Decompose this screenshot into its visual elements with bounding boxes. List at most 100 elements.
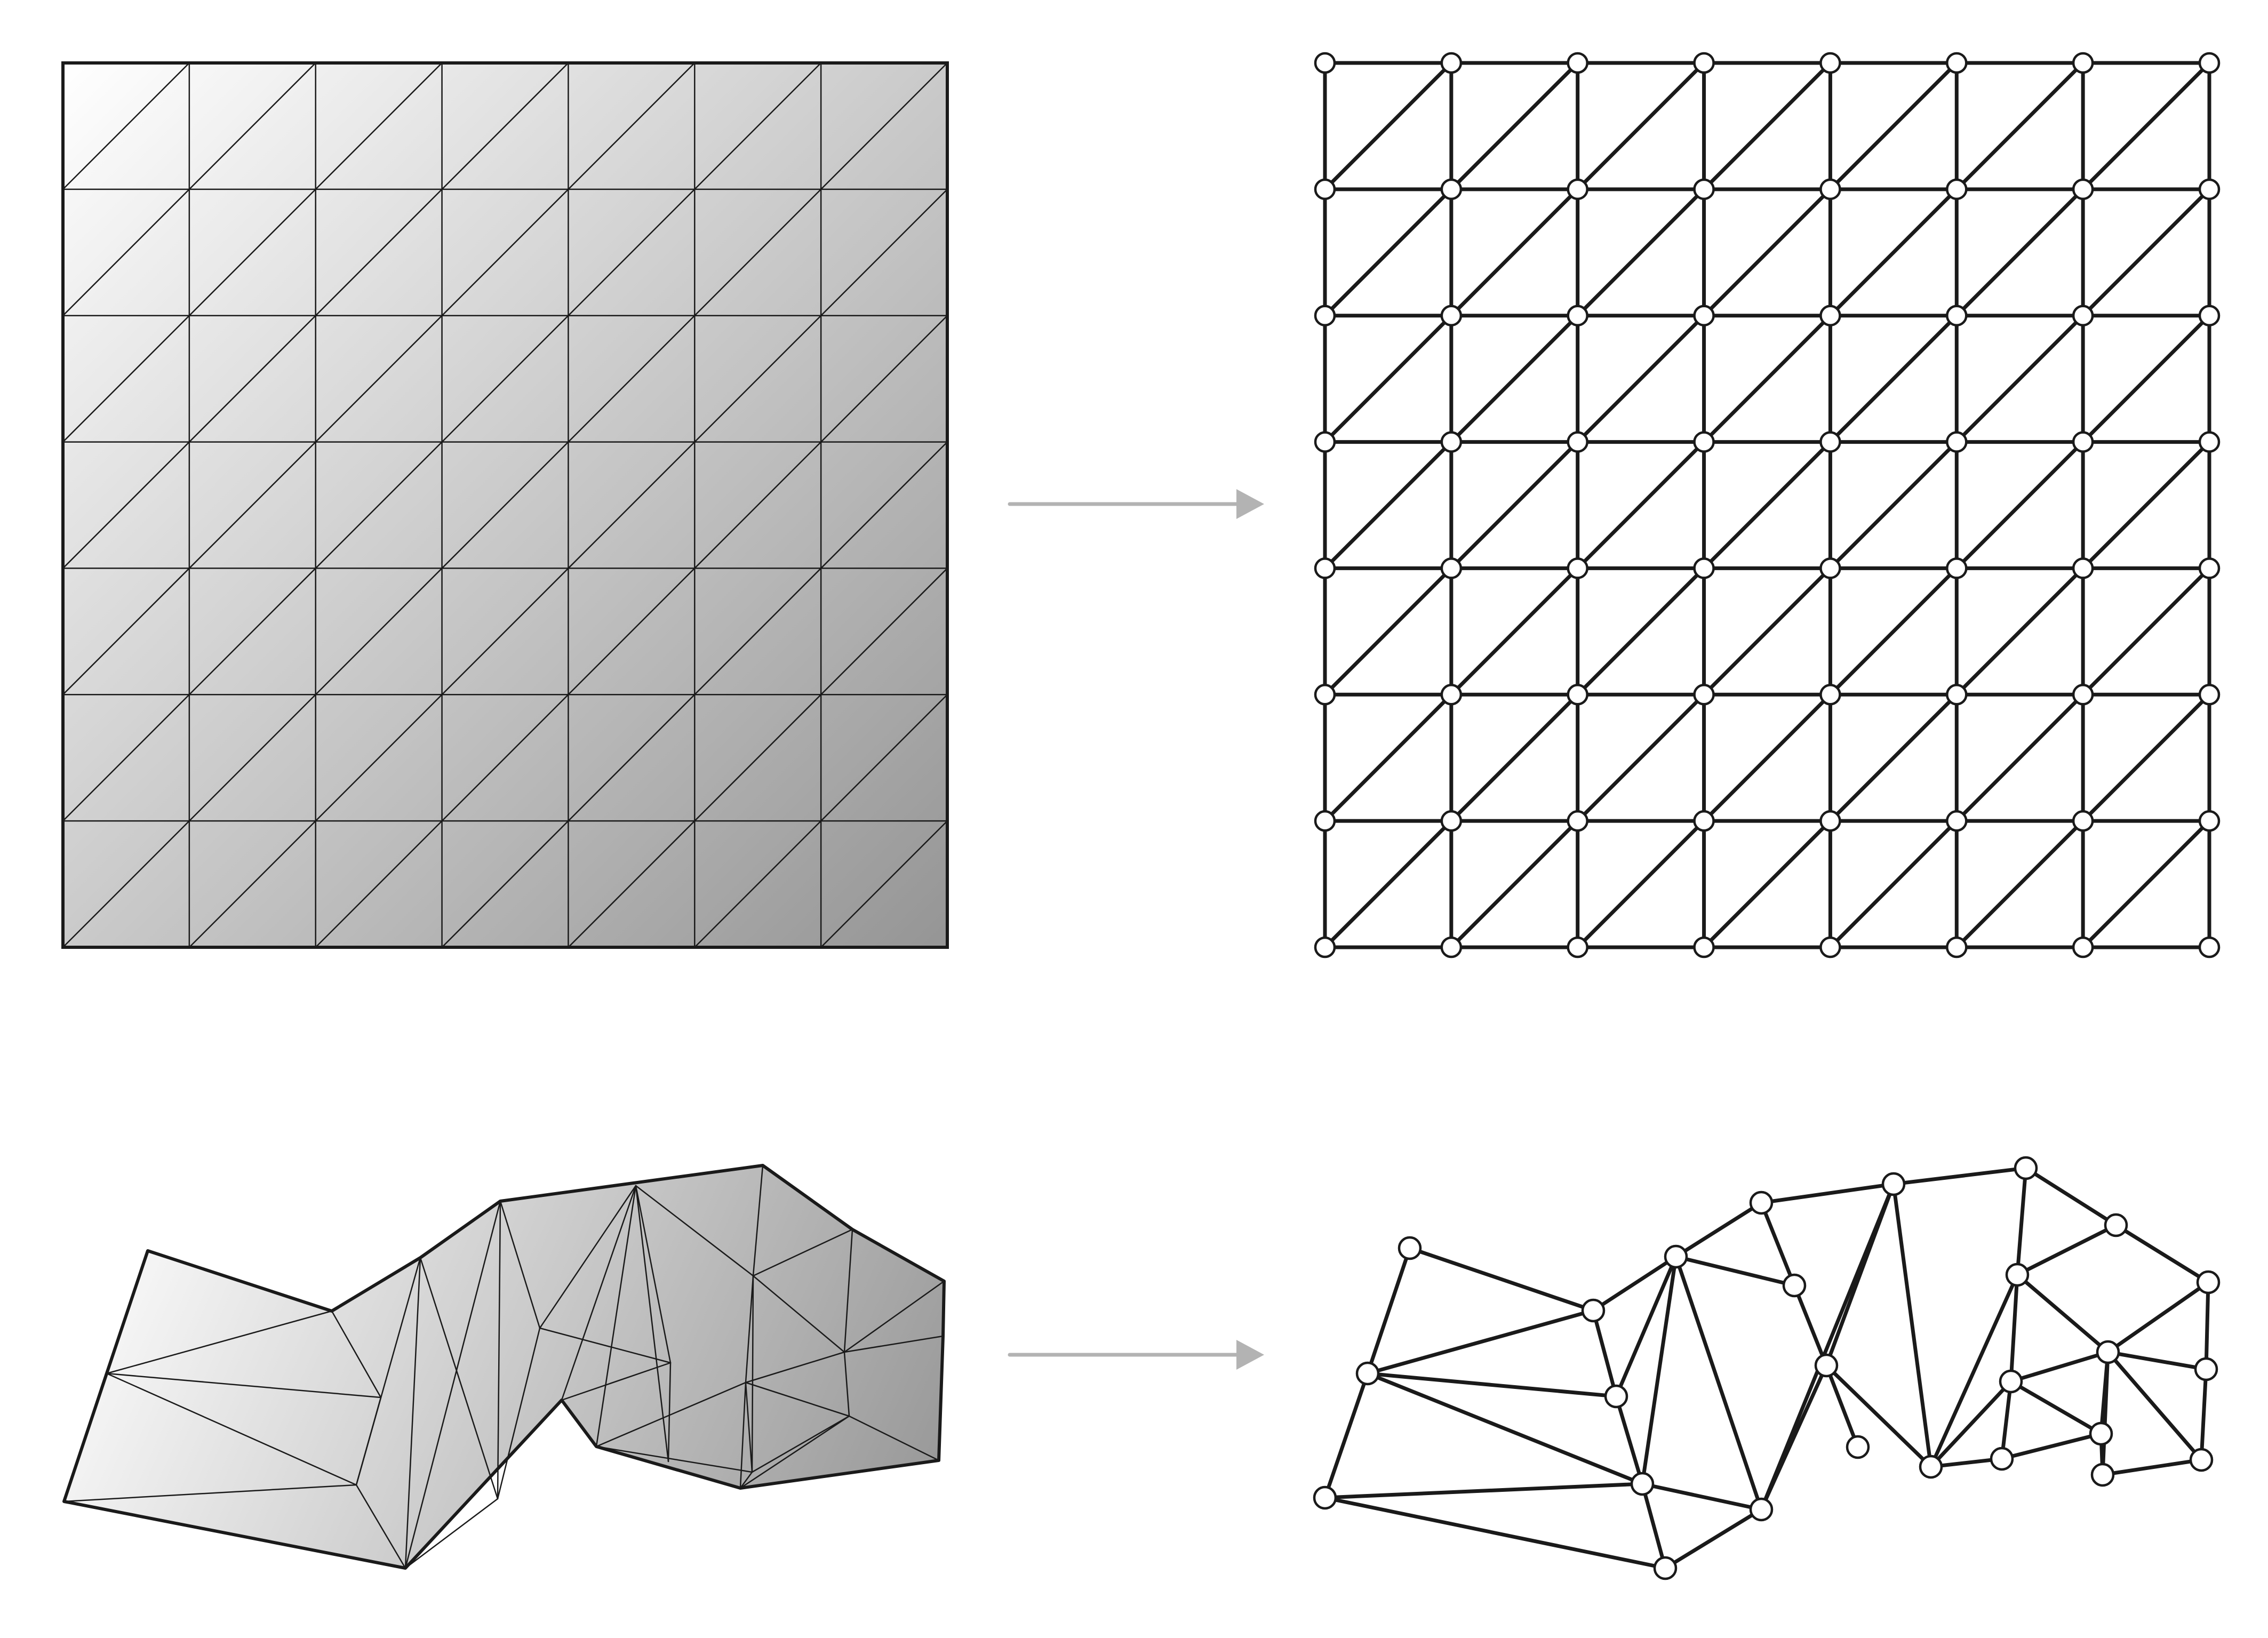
irregular-mesh-edge <box>497 1200 501 1500</box>
irregular-mesh-edge <box>635 1185 672 1364</box>
graph-edge-diagonal <box>1323 692 1454 823</box>
graph-node <box>1355 1361 1380 1386</box>
irregular-mesh-edge <box>595 1185 637 1448</box>
graph-edge <box>1759 1182 1896 1512</box>
grid-mesh-diagonal <box>62 315 190 443</box>
grid-mesh-diagonal <box>820 694 948 822</box>
irregular-mesh-edge <box>752 1228 853 1277</box>
graph-node <box>2198 810 2221 832</box>
graph-edge <box>1323 1482 1644 1500</box>
graph-node <box>1999 1369 2023 1394</box>
irregular-mesh-edge <box>667 1362 672 1463</box>
graph-edge <box>1591 1255 1678 1313</box>
graph-edge <box>2101 1350 2110 1477</box>
graph-edge <box>2106 1280 2210 1354</box>
arrow-right-icon <box>1008 1340 1264 1370</box>
graph-edge <box>1674 1201 1763 1259</box>
graph-edge-diagonal <box>1576 819 1706 949</box>
graph-node <box>1819 810 1841 832</box>
graph-edge <box>1759 1201 1796 1288</box>
graph-node <box>1567 52 1588 74</box>
irregular-mesh-edge <box>635 1185 669 1463</box>
irregular-mesh-edge <box>355 1484 406 1569</box>
graph-node <box>1819 936 1841 958</box>
graph-edge <box>1891 1182 1933 1469</box>
graph-edge <box>2015 1223 2118 1277</box>
graph-edge-diagonal <box>1449 61 1580 191</box>
graph-node <box>1749 1190 1774 1215</box>
graph-node <box>1693 557 1715 579</box>
graph-node <box>1693 178 1715 201</box>
irregular-mesh-edge <box>595 1381 747 1448</box>
graph-edge <box>1408 1246 1595 1313</box>
graph-edge <box>1591 1308 1618 1399</box>
graph-edge-diagonal <box>1449 566 1580 697</box>
graph-node <box>1782 1273 1807 1298</box>
graph-node <box>1397 1236 1422 1260</box>
graph-edge-diagonal <box>1323 566 1454 697</box>
graph-node <box>2072 684 2094 706</box>
graph-node <box>1567 178 1588 201</box>
graph-edge <box>2000 1379 2013 1461</box>
graph-node <box>1946 305 1968 326</box>
graph-node <box>1314 684 1336 706</box>
irregular-mesh-panel <box>62 1164 946 1570</box>
grid-mesh-diagonal <box>315 694 443 822</box>
irregular-mesh-edge <box>751 1275 754 1473</box>
irregular-mesh-edge <box>843 1351 850 1417</box>
graph-edge-diagonal <box>1323 187 1454 318</box>
graph-edge <box>2101 1458 2203 1477</box>
graph-node <box>2189 1448 2214 1472</box>
grid-mesh-diagonal <box>188 694 316 822</box>
grid-mesh-diagonal <box>820 315 948 443</box>
graph-node <box>1819 305 1841 326</box>
grid-mesh-diagonal <box>820 441 948 569</box>
irregular-mesh-edge <box>106 1372 357 1486</box>
irregular-mesh-edge <box>745 1381 850 1417</box>
graph-node <box>1919 1455 1943 1479</box>
grid-mesh-diagonal <box>188 62 316 190</box>
irregular-mesh-edge <box>561 1185 637 1401</box>
arrows-layer <box>1008 489 1264 1370</box>
graph-edge-diagonal <box>1828 566 1959 697</box>
graph-edge-diagonal <box>1576 314 1706 444</box>
grid-mesh-diagonal <box>694 315 822 443</box>
grid-mesh-diagonal <box>568 694 696 822</box>
graph-edge <box>1759 1182 1896 1205</box>
irregular-mesh-edge <box>595 1445 753 1473</box>
graph-node <box>1946 936 1968 958</box>
graph-node <box>1440 178 1463 201</box>
irregular-mesh-edge <box>539 1327 672 1364</box>
graph-edge-diagonal <box>1954 566 2085 697</box>
graph-edge <box>2000 1432 2103 1461</box>
graph-edge <box>1929 1457 2004 1469</box>
graph-node <box>2198 52 2221 74</box>
graph-node <box>1819 557 1841 579</box>
graph-edge-diagonal <box>1323 61 1454 191</box>
graph-edge-diagonal <box>2081 61 2211 191</box>
irregular-mesh-edge <box>404 1257 421 1569</box>
grid-mesh-diagonal <box>820 568 948 696</box>
graph-node <box>1440 810 1463 832</box>
graph-edge <box>1929 1273 2019 1469</box>
arrow-right-icon <box>1008 489 1264 519</box>
irregular-mesh-edge <box>499 1200 541 1329</box>
grid-mesh-diagonal <box>820 188 948 316</box>
graph-node <box>1693 936 1715 958</box>
graph-edge-diagonal <box>1702 819 1832 949</box>
graph-node <box>1313 1485 1337 1510</box>
arrow-right-icon-head <box>1236 489 1264 519</box>
graph-edge-diagonal <box>1702 692 1832 823</box>
grid-mesh-diagonal <box>315 188 443 316</box>
graph-node <box>1567 810 1588 832</box>
grid-mesh-diagonal <box>315 441 443 569</box>
grid-graph-panel <box>1314 52 2221 958</box>
grid-mesh-diagonal <box>441 188 569 316</box>
grid-mesh-diagonal <box>315 62 443 190</box>
graph-edge <box>2199 1367 2208 1462</box>
graph-node <box>1314 557 1336 579</box>
graph-edge-diagonal <box>1576 692 1706 823</box>
graph-edge-diagonal <box>1828 61 1959 191</box>
graph-edge-diagonal <box>1828 314 1959 444</box>
graph-edge <box>2114 1223 2210 1284</box>
